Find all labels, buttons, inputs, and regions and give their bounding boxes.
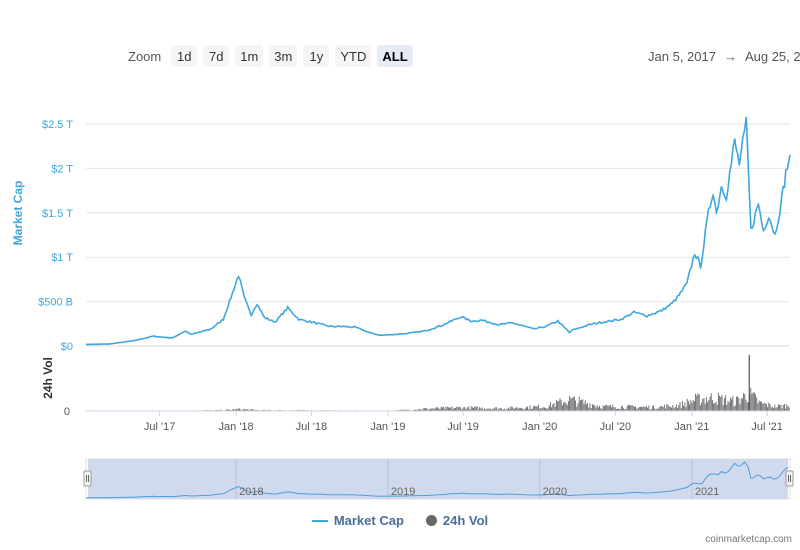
navigator-grid (235, 459, 693, 499)
x-tick-label: Jul '17 (144, 421, 175, 433)
y-axis-label: Market Cap (11, 181, 25, 246)
x-tick-label: Jan '19 (370, 421, 405, 433)
x-tick-label: Jul '19 (447, 421, 478, 433)
y-tick-label: $1 T (51, 252, 73, 264)
navigator[interactable]: 2018 2019 2020 2021 (83, 458, 794, 500)
x-tick-label: Jul '18 (296, 421, 327, 433)
x-tick-label: Jul '20 (600, 421, 631, 433)
x-tick-label: Jan '21 (674, 421, 709, 433)
x-axis-ticks: Jul '17 Jan '18 Jul '18 Jan '19 Jul '19 Jan '… (144, 411, 783, 433)
range-end-input[interactable]: Aug 25, 2021 (744, 48, 800, 64)
legend-label-volume: 24h Vol (442, 513, 489, 528)
legend-label-market-cap: Market Cap (333, 513, 404, 528)
zoom-button-7d[interactable]: 7d (203, 45, 230, 67)
legend: Market Cap 24h Vol (0, 513, 800, 528)
dot-swatch-icon (425, 515, 437, 526)
date-range: Jan 5, 2017 → Aug 25, 2021 (648, 45, 800, 67)
series-volume-bars (85, 355, 790, 411)
navigator-series-line (86, 461, 789, 499)
zoom-label: Zoom (128, 48, 162, 64)
x-tick-label: Jan '20 (522, 421, 557, 433)
grid-lines (86, 123, 790, 303)
arrow-right-icon: → (723, 48, 737, 64)
y-tick-label: $2.5 T (42, 119, 73, 131)
y-tick-label: $500 B (38, 297, 73, 309)
legend-item-market-cap[interactable]: Market Cap (311, 513, 404, 528)
navigator-handle-right[interactable] (785, 470, 794, 487)
navigator-handle-left[interactable] (83, 470, 92, 487)
zoom-selector: Zoom 1d 7d 1m 3m 1y YTD ALL (128, 45, 413, 67)
navigator-year-label: 2019 (391, 486, 415, 498)
navigator-year-labels: 2018 2019 2020 2021 (239, 486, 719, 498)
volume-axis-tick-zero: 0 (64, 406, 70, 418)
navigator-year-label: 2020 (543, 486, 567, 498)
legend-item-volume[interactable]: 24h Vol (425, 513, 489, 528)
y-tick-label: $0 (61, 341, 73, 353)
navigator-selection[interactable] (88, 459, 788, 499)
zoom-button-all[interactable]: ALL (377, 45, 413, 67)
zoom-button-3m[interactable]: 3m (269, 45, 298, 67)
x-tick-label: Jul '21 (751, 421, 782, 433)
y-tick-label: $1.5 T (42, 208, 73, 220)
zoom-button-ytd[interactable]: YTD (335, 45, 372, 67)
y-tick-label: $2 T (51, 163, 73, 175)
range-start-input[interactable]: Jan 5, 2017 (648, 48, 716, 64)
zoom-button-1y[interactable]: 1y (303, 45, 330, 67)
volume-axis-label: 24h Vol (41, 357, 55, 399)
series-market-cap-line (85, 116, 791, 346)
volume-bars-path (85, 387, 790, 411)
credit-link[interactable]: coinmarketcap.com (705, 534, 792, 545)
zoom-button-1m[interactable]: 1m (235, 45, 264, 67)
x-tick-label: Jan '18 (219, 421, 254, 433)
navigator-year-label: 2018 (239, 486, 263, 498)
y-axis-ticks: $0 $500 B $1 T $1.5 T $2 T $2.5 T (38, 119, 73, 353)
line-swatch-icon (311, 519, 328, 522)
zoom-button-1d[interactable]: 1d (171, 45, 198, 67)
navigator-year-label: 2021 (695, 486, 719, 498)
